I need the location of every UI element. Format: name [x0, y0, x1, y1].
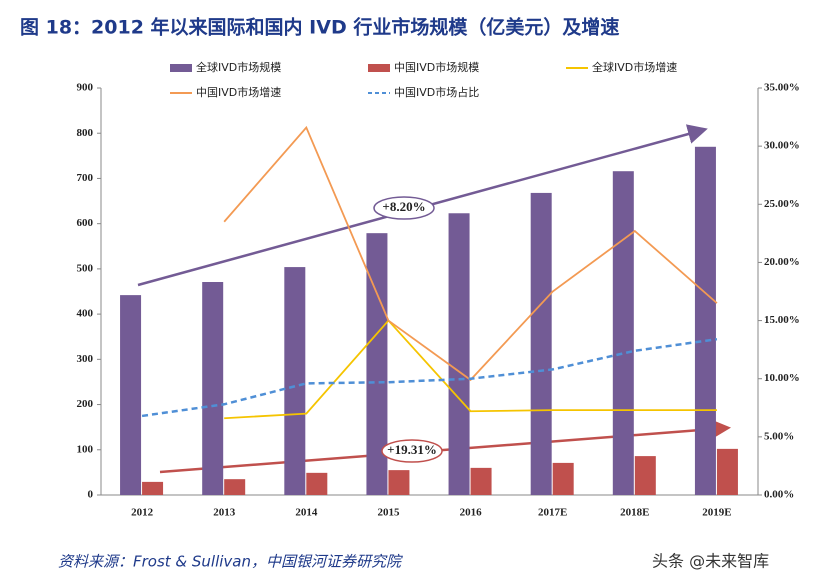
- y2-tick-label: 10.00%: [764, 372, 800, 384]
- legend-label: 中国IVD市场占比: [394, 85, 479, 99]
- legend-label: 中国IVD市场规模: [394, 60, 479, 74]
- y-tick-label: 700: [77, 172, 94, 184]
- legend-swatch: [368, 64, 390, 72]
- x-tick-label: 2015: [377, 507, 400, 519]
- y2-tick-label: 15.00%: [764, 314, 800, 326]
- y2-tick-label: 35.00%: [764, 82, 800, 94]
- annotation: +19.31%: [387, 442, 437, 457]
- x-tick-label: 2016: [460, 507, 483, 519]
- y-tick-label: 800: [77, 127, 94, 139]
- annotation-box: [381, 439, 443, 463]
- x-tick-label: 2017E: [538, 507, 567, 519]
- bar: [120, 295, 142, 495]
- x-tick-label: 2013: [213, 507, 236, 519]
- chart-title: 图 18：2012 年以来国际和国内 IVD 行业市场规模（亿美元）及增速: [20, 16, 619, 39]
- annotation: +8.20%: [382, 199, 425, 214]
- bar: [530, 192, 552, 495]
- bar: [388, 470, 410, 495]
- line: [141, 337, 718, 418]
- y2-tick-label: 5.00%: [764, 430, 794, 442]
- y-tick-label: 100: [77, 443, 94, 455]
- y-tick-label: 0: [88, 489, 94, 501]
- legend-label: 全球IVD市场规模: [196, 60, 281, 74]
- y-tick-label: 300: [77, 353, 94, 365]
- legend-swatch: [170, 64, 192, 72]
- bar: [142, 481, 164, 495]
- watermark: 头条 @未来智库: [652, 552, 769, 571]
- legend-label: 全球IVD市场增速: [592, 60, 677, 74]
- legend-label: 中国IVD市场增速: [196, 85, 281, 99]
- bar: [202, 282, 224, 495]
- bar: [634, 456, 656, 495]
- y-tick-label: 500: [77, 262, 94, 274]
- bar: [552, 462, 574, 495]
- bar: [716, 448, 738, 495]
- y-tick-label: 200: [77, 398, 94, 410]
- source: 资料来源：Frost & Sullivan，中国银河证券研究院: [58, 553, 403, 571]
- bar: [306, 472, 328, 495]
- bar: [448, 213, 470, 495]
- y-tick-label: 600: [77, 217, 94, 229]
- x-tick-label: 2018E: [620, 507, 649, 519]
- annotation-box: [373, 196, 435, 220]
- x-tick-label: 2014: [295, 507, 318, 519]
- line: [224, 319, 717, 420]
- y2-tick-label: 20.00%: [764, 256, 800, 268]
- bar: [694, 146, 716, 496]
- y2-tick-label: 0.00%: [764, 489, 794, 501]
- bar: [470, 467, 492, 495]
- bar: [284, 267, 306, 495]
- bar: [612, 171, 634, 495]
- x-tick-label: 2019E: [702, 507, 731, 519]
- bar: [366, 233, 388, 495]
- y-tick-label: 900: [77, 82, 94, 94]
- y2-tick-label: 25.00%: [764, 198, 800, 210]
- y2-tick-label: 30.00%: [764, 140, 800, 152]
- bar: [224, 479, 246, 495]
- y-tick-label: 400: [77, 308, 94, 320]
- x-tick-label: 2012: [131, 507, 154, 519]
